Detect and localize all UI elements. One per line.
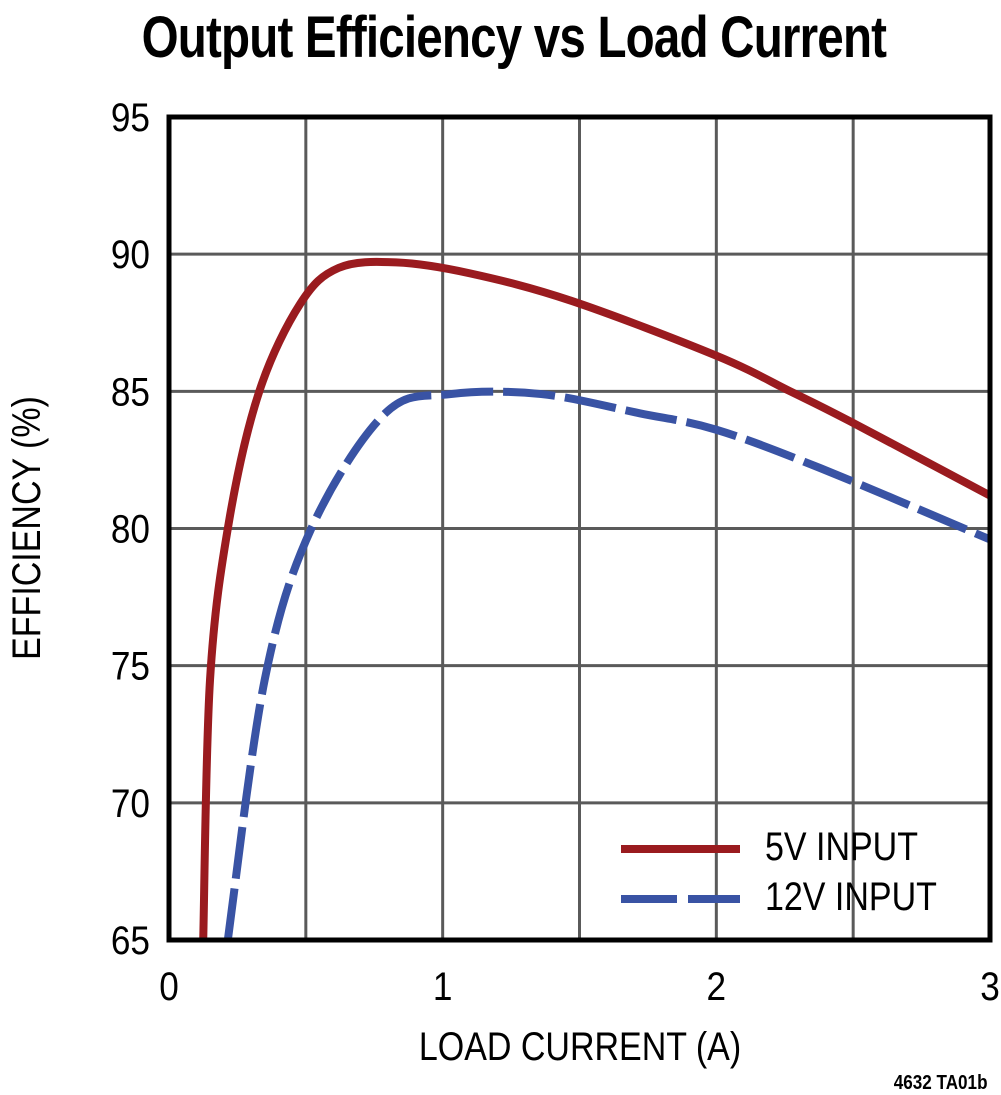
x-tick-label: 2	[707, 964, 727, 1009]
y-axis-label: EFFICIENCY (%)	[3, 396, 48, 660]
grid-lines	[169, 117, 990, 940]
y-tick-label: 65	[111, 918, 150, 963]
x-axis-label: LOAD CURRENT (A)	[419, 1023, 741, 1068]
series-12v-input-line	[223, 387, 992, 941]
plot-frame	[166, 114, 993, 943]
legend: 5V INPUT 12V INPUT	[621, 823, 937, 919]
x-tick-label: 0	[159, 964, 179, 1009]
y-tick-label: 95	[111, 95, 150, 140]
data-series	[199, 257, 992, 941]
y-tick-label: 75	[111, 644, 150, 689]
x-axis-ticks: 0 1 2 3	[159, 964, 1000, 1009]
y-tick-label: 90	[111, 232, 150, 277]
y-tick-label: 70	[111, 781, 150, 826]
chart-title: Output Efficiency vs Load Current	[141, 5, 887, 70]
series-5v-input-line	[199, 257, 992, 941]
y-tick-label: 85	[111, 369, 150, 414]
y-axis-ticks: 95 90 85 80 75 70 65	[111, 95, 150, 963]
legend-label-12v: 12V INPUT	[765, 873, 937, 918]
y-tick-label: 80	[111, 506, 150, 551]
legend-label-5v: 5V INPUT	[765, 823, 918, 868]
x-tick-label: 3	[980, 964, 1000, 1009]
x-tick-label: 1	[433, 964, 453, 1009]
figure-id-note: 4632 TA01b	[894, 1071, 988, 1094]
